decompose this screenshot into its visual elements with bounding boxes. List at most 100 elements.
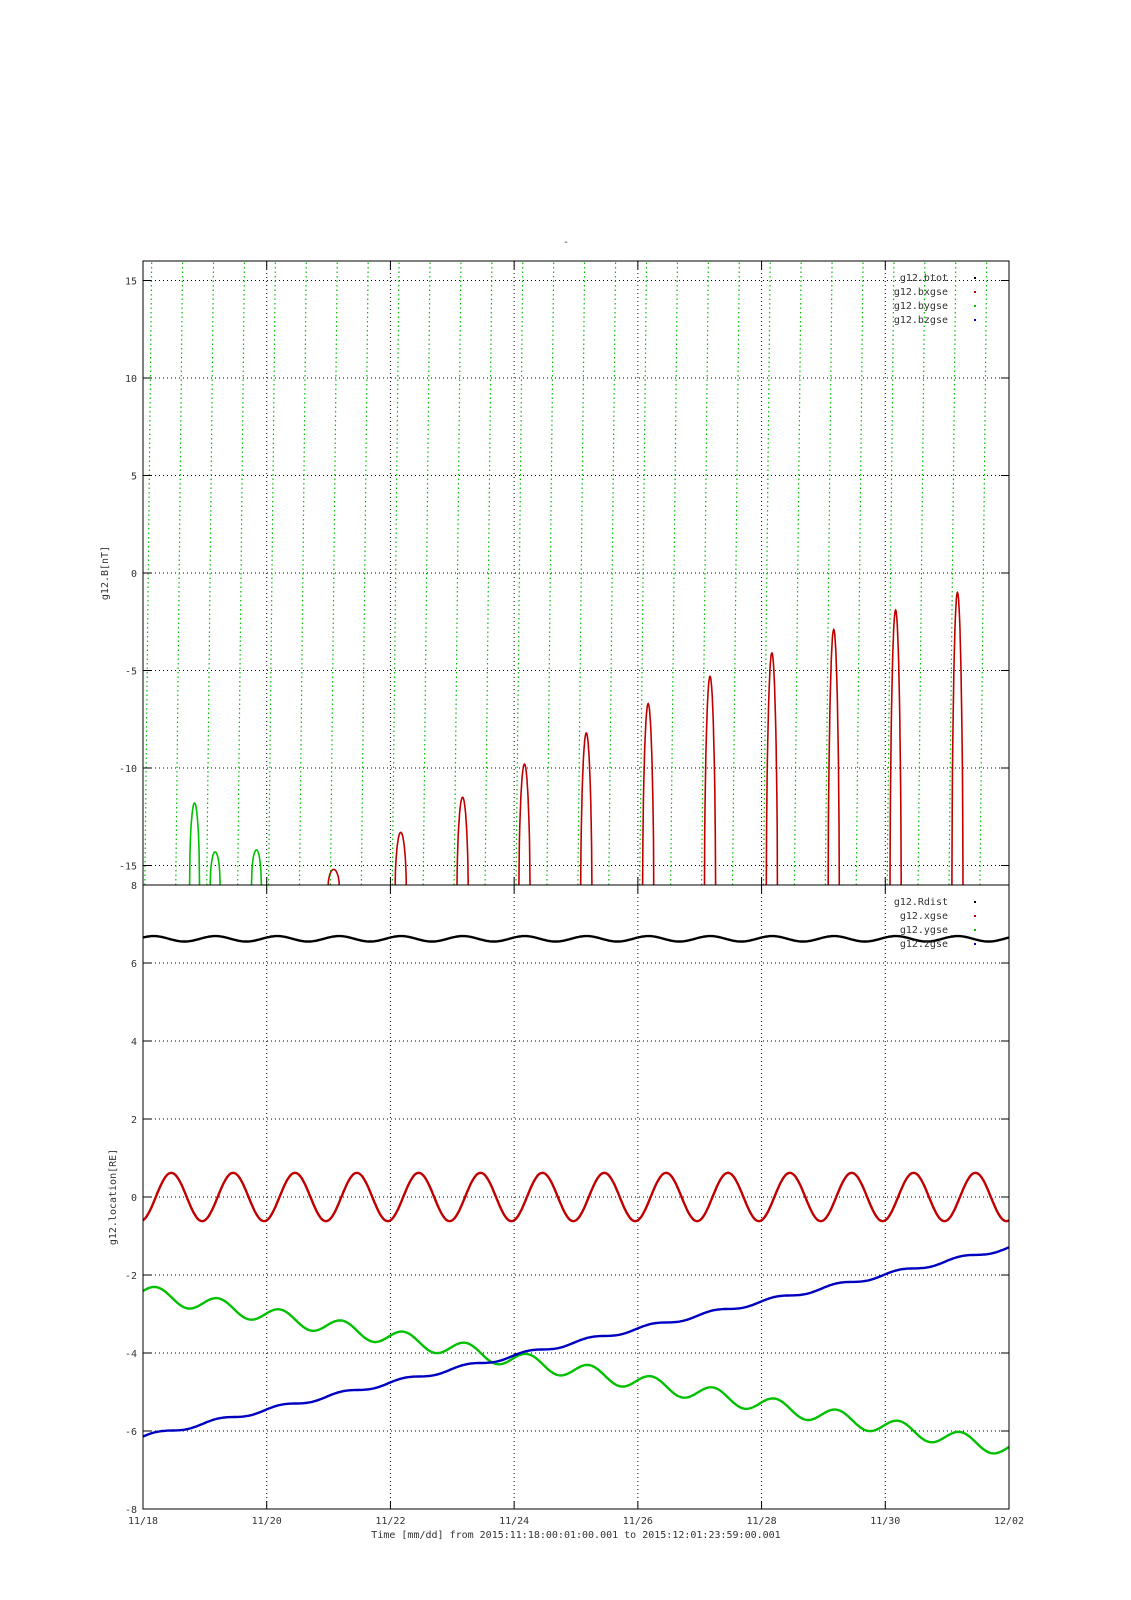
- y-tick-label: 0: [131, 569, 137, 580]
- bygse-feature: [209, 851, 221, 886]
- bygse-trace: [267, 260, 276, 886]
- x-axis-ticks: 11/18 11/20 11/22 11/24 11/26 11/28 11/30 12/02: [128, 1516, 1024, 1527]
- x-tick-label: 11/28: [747, 1516, 777, 1527]
- legend-swatch: [974, 929, 976, 931]
- legend-swatch: [974, 305, 976, 307]
- y-tick-label: 10: [125, 374, 137, 385]
- legend-swatch: [974, 277, 976, 279]
- panel2-ticks: 8 6 4 2 0 -2 -4 -6 -8: [125, 881, 1010, 1516]
- panel1-legend: g12.btot g12.bxgse g12.bygse g12.bzgse: [894, 273, 976, 326]
- bygse-trace: [329, 260, 338, 886]
- bxgse-peak: [579, 731, 593, 886]
- bygse-trace: [917, 260, 926, 886]
- bygse-trace: [886, 260, 895, 886]
- bygse-trace: [298, 260, 307, 886]
- magnetic-field-panel: 15 10 5 0 -5 -10 -15 g12.B[nT] g12.btot g12.bxg…: [100, 260, 1010, 886]
- bygse-trace: [979, 260, 988, 886]
- legend-entry: g12.Rdist: [894, 897, 948, 908]
- legend-entry: g12.xgse: [900, 911, 948, 922]
- g12-Rdist-line: [142, 934, 1010, 943]
- x-tick-label: 11/30: [870, 1516, 900, 1527]
- y-tick-label: -5: [125, 667, 137, 678]
- x-tick-label: 11/20: [252, 1516, 282, 1527]
- panel1-ylabel: g12.B[nT]: [100, 546, 111, 600]
- g12-xgse-line: [142, 1171, 1010, 1223]
- x-tick-label: 12/02: [994, 1516, 1024, 1527]
- x-tick-label: 11/24: [499, 1516, 529, 1527]
- bygse-trace: [855, 260, 864, 886]
- bygse-trace: [639, 260, 648, 886]
- panel1-series: [144, 260, 988, 886]
- bxgse-peak: [889, 608, 903, 886]
- legend-swatch: [974, 915, 976, 917]
- legend-swatch: [974, 901, 976, 903]
- y-tick-label: 4: [131, 1037, 137, 1048]
- bygse-trace: [608, 260, 617, 886]
- bygse-trace: [391, 260, 400, 886]
- bygse-trace: [144, 260, 153, 886]
- bygse-trace: [422, 260, 431, 886]
- legend-swatch: [974, 319, 976, 321]
- legend-entry: g12.ygse: [900, 925, 948, 936]
- g12-zgse-line: [142, 1246, 1010, 1438]
- bygse-feature: [188, 802, 201, 886]
- location-panel: 8 6 4 2 0 -2 -4 -6 -8 g12.location[RE] g12.Rdist…: [108, 881, 1010, 1516]
- legend-entry: g12.bygse: [894, 301, 948, 312]
- legend-entry: g12.zgse: [900, 939, 948, 950]
- legend-entry: g12.bzgse: [894, 315, 948, 326]
- bxgse-peak: [765, 651, 779, 886]
- bygse-trace: [484, 260, 493, 886]
- legend-swatch: [974, 943, 976, 945]
- legend-swatch: [974, 291, 976, 293]
- panel1-ticks: 15 10 5 0 -5 -10 -15: [119, 261, 1010, 885]
- x-axis-label: Time [mm/dd] from 2015:11:18:00:01:00.00…: [371, 1530, 780, 1541]
- bygse-trace: [515, 260, 524, 886]
- bygse-trace: [762, 260, 771, 886]
- y-tick-label: -15: [119, 862, 137, 873]
- bygse-trace: [237, 260, 246, 886]
- bxgse-peak: [703, 675, 717, 886]
- chart-title: -: [563, 237, 569, 248]
- bxgse-peak: [827, 627, 841, 886]
- bygse-trace: [206, 260, 215, 886]
- bxgse-peak: [394, 831, 408, 886]
- legend-entry: g12.bxgse: [894, 287, 948, 298]
- bygse-trace: [577, 260, 586, 886]
- bxgse-peak: [951, 590, 964, 886]
- y-tick-label: 0: [131, 1193, 137, 1204]
- y-tick-label: 8: [131, 881, 137, 892]
- y-tick-label: 2: [131, 1115, 137, 1126]
- bygse-feature: [250, 849, 263, 886]
- bxgse-peak: [327, 868, 341, 886]
- bygse-trace: [546, 260, 555, 886]
- y-tick-label: -2: [125, 1271, 137, 1282]
- y-tick-label: 6: [131, 959, 137, 970]
- bygse-trace: [360, 260, 369, 886]
- bxgse-peak: [518, 763, 531, 886]
- panel2-series: [142, 934, 1010, 1455]
- y-tick-label: -8: [125, 1505, 137, 1516]
- panel2-grid: [143, 885, 1009, 1509]
- bygse-trace: [670, 260, 679, 886]
- y-tick-label: 15: [125, 277, 137, 288]
- bygse-trace: [453, 260, 462, 886]
- y-tick-label: 5: [131, 472, 137, 483]
- bygse-trace: [824, 260, 833, 886]
- y-tick-label: -10: [119, 764, 137, 775]
- bygse-trace: [793, 260, 802, 886]
- bygse-trace: [948, 260, 957, 886]
- bygse-trace: [700, 260, 709, 886]
- x-tick-label: 11/18: [128, 1516, 158, 1527]
- panel2-ylabel: g12.location[RE]: [108, 1149, 119, 1245]
- bygse-trace: [731, 260, 740, 886]
- panel2-legend: g12.Rdist g12.xgse g12.ygse g12.zgse: [894, 897, 976, 950]
- bxgse-peak: [641, 702, 655, 886]
- bxgse-peak: [456, 796, 469, 886]
- bygse-trace: [175, 260, 184, 886]
- legend-entry: g12.btot: [900, 273, 948, 284]
- x-tick-label: 11/22: [375, 1516, 405, 1527]
- panel1-grid: [143, 261, 1009, 885]
- y-tick-label: -4: [125, 1349, 137, 1360]
- g12-ygse-line: [142, 1285, 1010, 1455]
